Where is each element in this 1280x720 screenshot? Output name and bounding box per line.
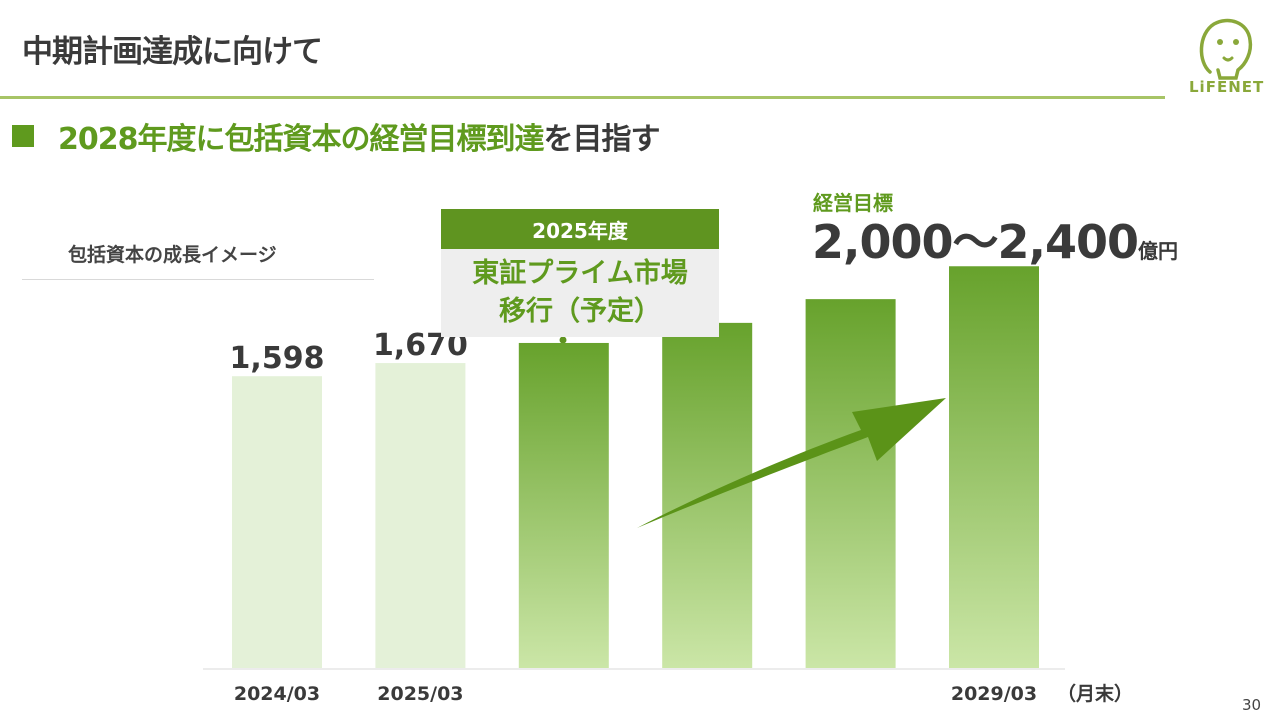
subtitle-rest: を目指す <box>543 122 661 157</box>
x-tick-label: 2025/03 <box>377 683 463 705</box>
subtitle: 2028年度に包括資本の経営目標到達 を目指す <box>12 114 661 158</box>
bar-value-label: 1,598 <box>230 341 325 376</box>
bar-3 <box>518 342 609 668</box>
bullet-square-icon <box>12 125 34 147</box>
bar-2 <box>375 363 466 668</box>
callout-line-2: 移行（予定） <box>499 296 661 327</box>
callout-line-1: 東証プライム市場 <box>472 258 688 289</box>
title-divider <box>0 96 1165 99</box>
bar-1 <box>232 376 322 668</box>
callout-header: 2025年度 <box>441 209 719 249</box>
page-number: 30 <box>1242 696 1262 714</box>
growth-arrow-icon <box>637 398 946 528</box>
bar-5 <box>805 299 896 668</box>
page-title: 中期計画達成に向けて <box>22 34 323 70</box>
lifenet-logo-icon <box>1199 18 1253 80</box>
target-value: 2,000～2,400億円 <box>812 206 1178 272</box>
chart-title-divider <box>22 279 374 280</box>
callout-connector-dot <box>559 336 567 344</box>
target-number: 2,000～2,400 <box>812 215 1139 269</box>
logo-wordmark: LiFENET <box>1189 78 1265 96</box>
callout-body: 東証プライム市場 移行（予定） <box>441 249 719 337</box>
x-axis-unit-label: （月末） <box>1057 682 1133 705</box>
subtitle-highlight: 2028年度に包括資本の経営目標到達 <box>58 122 544 157</box>
chart-title: 包括資本の成長イメージ <box>68 244 277 266</box>
target-label: 経営目標 <box>813 191 893 215</box>
target-unit: 億円 <box>1138 239 1179 263</box>
bar-6 <box>949 266 1039 668</box>
x-tick-label: 2024/03 <box>234 683 320 705</box>
x-tick-label: 2029/03 <box>951 683 1037 705</box>
